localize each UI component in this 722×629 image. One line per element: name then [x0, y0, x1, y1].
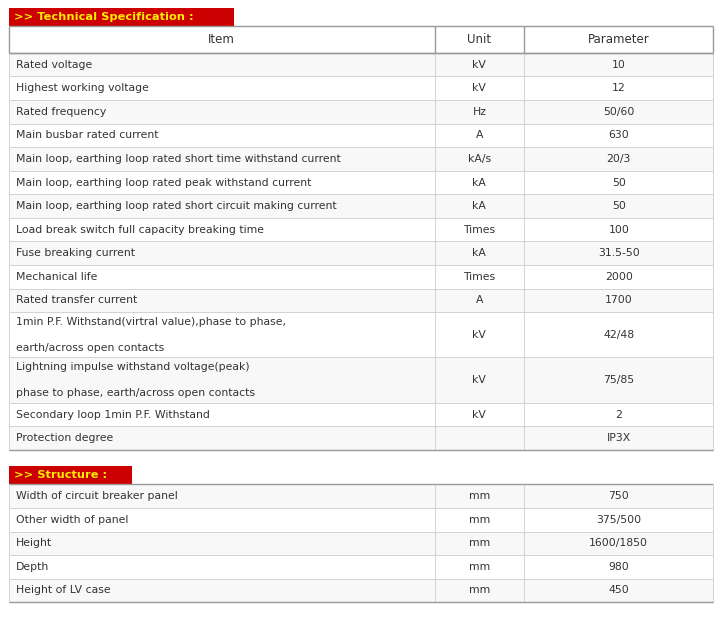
Text: Secondary loop 1min P.F. Withstand: Secondary loop 1min P.F. Withstand [16, 409, 210, 420]
Text: kV: kV [472, 375, 487, 385]
Text: kA/s: kA/s [468, 154, 491, 164]
Bar [9, 289, 713, 312]
Text: Depth: Depth [16, 562, 49, 572]
Text: Item: Item [208, 33, 235, 46]
Text: mm: mm [469, 586, 490, 596]
Text: Lightning impulse withstand voltage(peak): Lightning impulse withstand voltage(peak… [16, 362, 250, 372]
Text: kA: kA [472, 177, 487, 187]
Text: mm: mm [469, 491, 490, 501]
Bar [9, 194, 713, 218]
Text: 2000: 2000 [605, 272, 632, 282]
Text: kV: kV [472, 60, 487, 70]
Bar [9, 579, 713, 603]
Text: Times: Times [464, 225, 495, 235]
Bar [9, 26, 713, 53]
Text: kV: kV [472, 83, 487, 93]
Text: 375/500: 375/500 [596, 515, 641, 525]
Text: kV: kV [472, 330, 487, 340]
Text: >> Technical Specification :: >> Technical Specification : [14, 11, 194, 21]
Text: mm: mm [469, 562, 490, 572]
Text: 750: 750 [609, 491, 629, 501]
Text: A: A [476, 296, 483, 306]
Text: earth/across open contacts: earth/across open contacts [16, 343, 164, 352]
Bar [9, 147, 713, 170]
Text: 20/3: 20/3 [606, 154, 631, 164]
Bar [132, 466, 713, 484]
Bar [234, 8, 713, 26]
Bar [9, 484, 713, 508]
Text: mm: mm [469, 538, 490, 548]
Bar [9, 555, 713, 579]
Text: A: A [476, 130, 483, 140]
Text: 450: 450 [609, 586, 629, 596]
Bar [9, 532, 713, 555]
Text: Height: Height [16, 538, 52, 548]
Bar [9, 312, 713, 357]
Bar [9, 265, 713, 289]
Bar [9, 218, 713, 242]
Text: kA: kA [472, 201, 487, 211]
Text: Fuse breaking current: Fuse breaking current [16, 248, 135, 259]
Text: mm: mm [469, 515, 490, 525]
Text: 630: 630 [609, 130, 629, 140]
Text: Hz: Hz [472, 107, 487, 117]
Text: 1600/1850: 1600/1850 [589, 538, 648, 548]
Text: Highest working voltage: Highest working voltage [16, 83, 149, 93]
Text: Height of LV case: Height of LV case [16, 586, 110, 596]
Text: phase to phase, earth/across open contacts: phase to phase, earth/across open contac… [16, 388, 255, 398]
Bar [9, 357, 713, 403]
Text: 50: 50 [612, 201, 626, 211]
Text: Main loop, earthing loop rated peak withstand current: Main loop, earthing loop rated peak with… [16, 177, 311, 187]
Text: kV: kV [472, 409, 487, 420]
Text: 10: 10 [612, 60, 626, 70]
Bar [9, 403, 713, 426]
Text: Width of circuit breaker panel: Width of circuit breaker panel [16, 491, 178, 501]
Text: 1min P.F. Withstand(virtral value),phase to phase,: 1min P.F. Withstand(virtral value),phase… [16, 317, 286, 327]
Text: 75/85: 75/85 [603, 375, 635, 385]
Bar [9, 426, 713, 450]
Text: 2: 2 [615, 409, 622, 420]
Text: 100: 100 [609, 225, 629, 235]
Text: 50/60: 50/60 [603, 107, 635, 117]
Bar [9, 53, 713, 77]
Text: 1700: 1700 [605, 296, 632, 306]
Text: Times: Times [464, 272, 495, 282]
Bar [9, 466, 132, 484]
Text: 31.5-50: 31.5-50 [598, 248, 640, 259]
Bar [9, 100, 713, 123]
Text: Rated frequency: Rated frequency [16, 107, 106, 117]
Text: 980: 980 [609, 562, 629, 572]
Text: Main busbar rated current: Main busbar rated current [16, 130, 158, 140]
Text: Protection degree: Protection degree [16, 433, 113, 443]
Text: 50: 50 [612, 177, 626, 187]
Bar [9, 508, 713, 532]
Text: Load break switch full capacity breaking time: Load break switch full capacity breaking… [16, 225, 264, 235]
Text: Parameter: Parameter [588, 33, 650, 46]
Text: kA: kA [472, 248, 487, 259]
Text: 12: 12 [612, 83, 626, 93]
Text: Rated voltage: Rated voltage [16, 60, 92, 70]
Bar [9, 77, 713, 100]
Text: Other width of panel: Other width of panel [16, 515, 129, 525]
Text: Unit: Unit [467, 33, 492, 46]
Text: Main loop, earthing loop rated short time withstand current: Main loop, earthing loop rated short tim… [16, 154, 341, 164]
Text: >> Structure :: >> Structure : [14, 470, 108, 481]
Text: Mechanical life: Mechanical life [16, 272, 97, 282]
Text: IP3X: IP3X [606, 433, 631, 443]
Bar [9, 242, 713, 265]
Bar [9, 170, 713, 194]
Bar [9, 8, 234, 26]
Bar [9, 123, 713, 147]
Text: Rated transfer current: Rated transfer current [16, 296, 137, 306]
Text: Main loop, earthing loop rated short circuit making current: Main loop, earthing loop rated short cir… [16, 201, 336, 211]
Text: 42/48: 42/48 [603, 330, 635, 340]
